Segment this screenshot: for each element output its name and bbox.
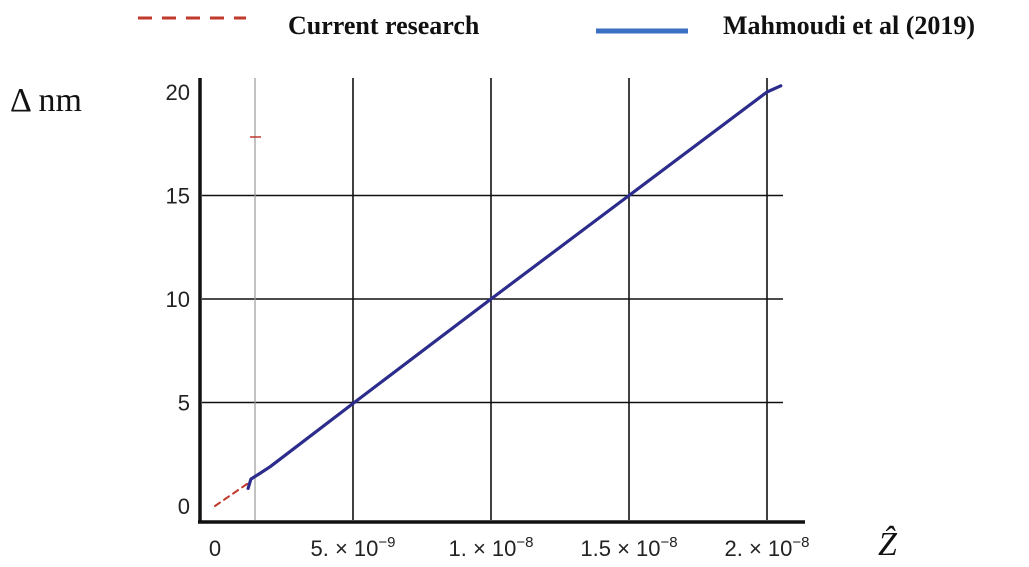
legend-label-mahmoudi: Mahmoudi et al (2019) xyxy=(723,11,975,40)
y-tick-label: 20 xyxy=(166,80,190,105)
y-tick-label: 10 xyxy=(166,287,190,312)
x-tick-label: 0 xyxy=(209,536,221,561)
y-tick-labels: 0 5 10 15 20 xyxy=(166,80,190,519)
series-layer xyxy=(214,84,783,507)
x-tick-label: 1. × 10−8 xyxy=(449,534,534,561)
grid xyxy=(202,78,783,520)
legend-label-current-research: Current research xyxy=(288,11,480,40)
y-tick-label: 15 xyxy=(166,184,190,209)
series-line-current-research xyxy=(214,482,250,507)
x-tick-label: 1.5 × 10−8 xyxy=(580,534,677,561)
x-tick-labels: 0 5. × 10−9 1. × 10−8 1.5 × 10−8 2. × 10−8 xyxy=(209,534,810,561)
y-tick-label: 5 xyxy=(178,391,190,416)
series-line-mahmoudi xyxy=(246,84,783,490)
y-tick-label: 0 xyxy=(178,494,190,519)
x-tick-label: 5. × 10−9 xyxy=(311,534,396,561)
axes xyxy=(198,78,805,524)
legend: Current research Mahmoudi et al (2019) xyxy=(138,11,975,40)
x-tick-label: 2. × 10−8 xyxy=(725,534,810,561)
y-axis-label: Δ nm xyxy=(10,82,82,119)
reference-marks xyxy=(250,78,261,520)
x-axis-label: Ẑ xyxy=(878,526,898,563)
